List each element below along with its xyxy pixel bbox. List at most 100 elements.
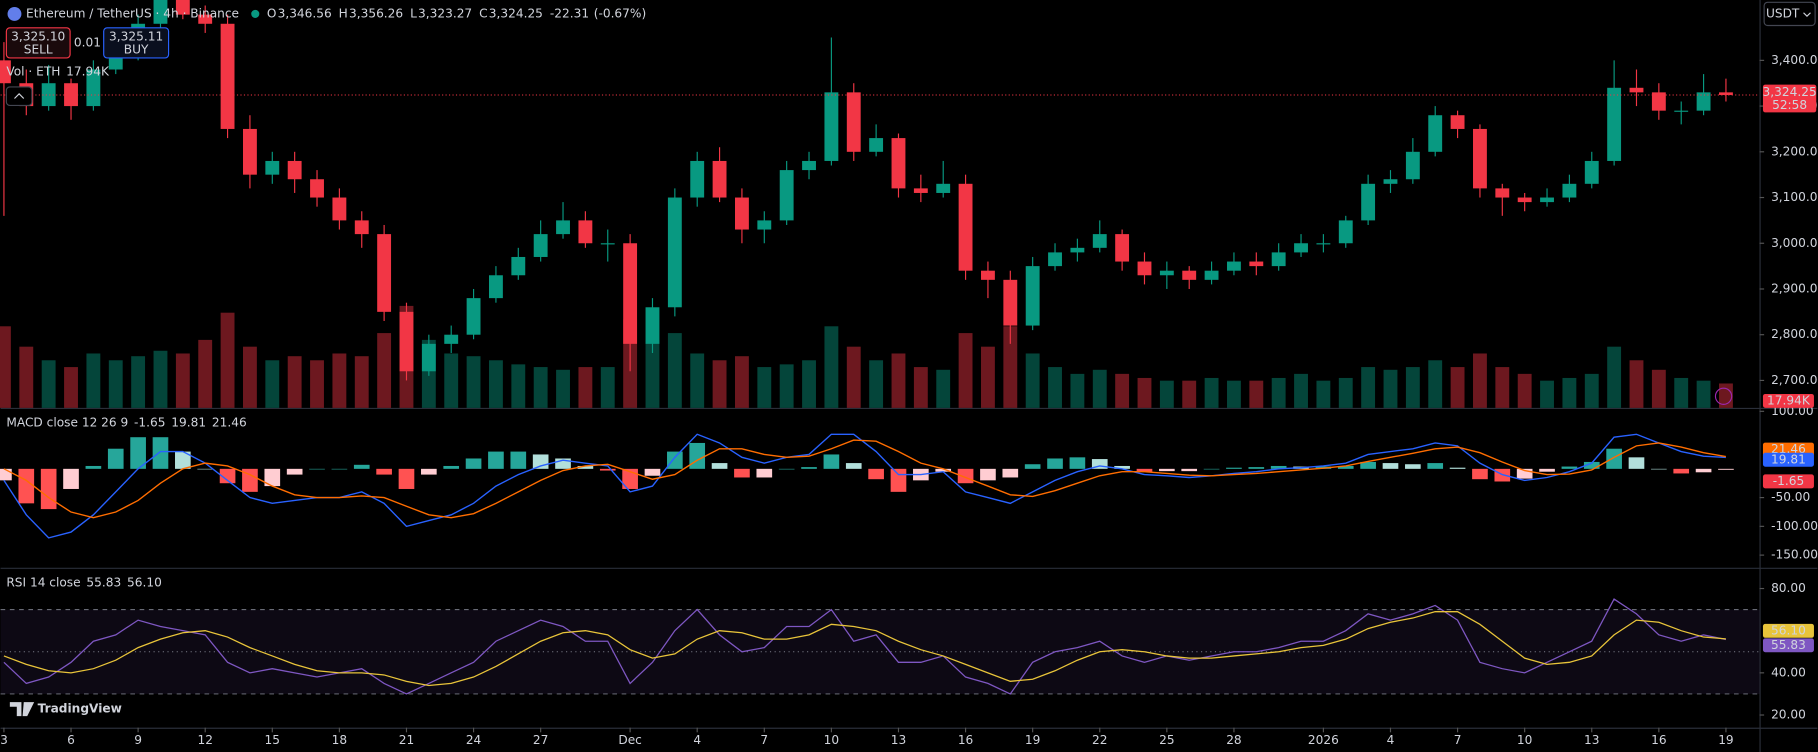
buy-button[interactable] xyxy=(103,27,170,59)
volume-bar xyxy=(64,367,78,408)
currency-caret xyxy=(1803,12,1811,18)
x-tick-label: 15 xyxy=(265,733,280,747)
x-tick-label: 18 xyxy=(332,733,347,747)
volume-bar xyxy=(41,360,56,408)
volume-bar xyxy=(533,367,548,408)
volume-bar xyxy=(645,339,660,408)
candle-body xyxy=(1025,266,1040,326)
histogram-bar xyxy=(1069,457,1086,469)
legend-text: Ethereum / TetherUS · 4h · Binance xyxy=(26,6,239,20)
histogram-bar xyxy=(1203,468,1220,470)
x-tick-label: 12 xyxy=(197,733,212,747)
candle-body xyxy=(1115,234,1130,262)
volume-bar xyxy=(1383,369,1398,408)
pane-legend-value: 19.81 xyxy=(171,415,206,429)
histogram-bar xyxy=(376,468,392,475)
currency-button[interactable] xyxy=(1763,1,1816,27)
x-tick-label: 25 xyxy=(1159,733,1174,747)
spread: 0.01 xyxy=(74,35,101,49)
candle-body xyxy=(1338,220,1353,244)
candle-body xyxy=(1137,261,1152,276)
histogram-bar xyxy=(219,468,236,484)
histogram-bar xyxy=(734,468,750,478)
volume-bar xyxy=(1450,367,1465,408)
candle-body xyxy=(533,234,548,257)
histogram-bar xyxy=(1360,461,1376,469)
volume-bar xyxy=(19,346,34,408)
candle-body xyxy=(198,14,213,24)
y-tick-label: -150.00 xyxy=(1771,548,1818,562)
rsi-axis-label: 55.83 xyxy=(1771,638,1806,652)
candle-body xyxy=(41,83,56,107)
volume-bar xyxy=(1070,373,1085,408)
candle-body xyxy=(846,92,861,152)
volume-bar xyxy=(779,364,794,408)
rsi-axis-label-box xyxy=(1762,638,1814,653)
volume-bar xyxy=(287,356,302,408)
histogram-bar xyxy=(1695,468,1712,473)
candle-body xyxy=(1159,270,1174,276)
histogram-bar xyxy=(1047,458,1063,469)
volume-bar xyxy=(1294,373,1308,408)
macd-axis-label-box xyxy=(1762,452,1814,467)
candle-body xyxy=(287,160,302,180)
legend-text: 3,346.56 xyxy=(278,6,332,20)
candle-body xyxy=(1048,252,1062,267)
currency: USDT xyxy=(1766,6,1800,20)
symbol-icon xyxy=(7,6,22,21)
volume-bar xyxy=(1495,367,1510,408)
volume-legend: Vol · ETH xyxy=(6,64,60,78)
histogram-bar xyxy=(1673,468,1690,474)
histogram-bar xyxy=(1583,461,1600,469)
volume-bar xyxy=(310,360,324,408)
macd-axis-label: 21.46 xyxy=(1771,442,1806,456)
x-tick-label: 24 xyxy=(466,733,482,747)
candle-body xyxy=(1316,243,1331,245)
volume-bar xyxy=(466,356,481,408)
histogram-bar xyxy=(1427,463,1444,469)
legend-text: 3,323.27 xyxy=(418,6,472,20)
x-tick-label: 27 xyxy=(533,733,548,747)
legend-text: (-0.67%) xyxy=(594,6,647,20)
histogram-bar xyxy=(1628,457,1645,469)
candle-body xyxy=(377,234,392,312)
histogram-bar xyxy=(935,468,952,472)
market-status xyxy=(251,9,260,18)
volume-bar xyxy=(242,346,257,408)
candle-body xyxy=(1249,261,1264,267)
pane-title: RSI 14 close xyxy=(6,575,80,589)
rsi-axis-label-box xyxy=(1762,623,1814,638)
volume-bar xyxy=(1473,353,1487,408)
sell-price: 3,325.10 xyxy=(11,30,65,44)
candle-body xyxy=(735,197,749,230)
volume-bar xyxy=(354,356,369,408)
y-tick-label: -50.00 xyxy=(1771,490,1810,504)
macd-axis-label: 19.81 xyxy=(1771,452,1806,466)
candle-body xyxy=(1182,270,1197,280)
histogram-bar xyxy=(107,448,124,469)
y-tick-label: 2,800.00 xyxy=(1771,327,1818,341)
volume-bar xyxy=(1249,380,1264,408)
histogram-bar xyxy=(465,458,482,469)
sell-button[interactable] xyxy=(5,27,71,59)
volume-bar xyxy=(936,369,951,408)
candle-body xyxy=(556,220,570,235)
pane-title: MACD close 12 26 9 xyxy=(6,415,128,429)
buy-price: 3,325.11 xyxy=(109,30,163,44)
histogram-bar xyxy=(801,467,817,469)
volume-bar xyxy=(1137,377,1152,408)
y-tick-label: 20.00 xyxy=(1771,708,1806,722)
volume-bar xyxy=(712,360,727,408)
candle-body xyxy=(1383,179,1398,184)
candle-body xyxy=(1428,115,1443,152)
volume-bar xyxy=(824,326,839,408)
candle-body xyxy=(1562,183,1577,198)
candle-body xyxy=(645,307,660,344)
candle-body xyxy=(354,220,369,235)
candle-body xyxy=(936,183,951,193)
collapse-button[interactable] xyxy=(5,86,33,107)
volume-bar xyxy=(489,360,503,408)
x-tick-label: Dec xyxy=(618,733,642,747)
